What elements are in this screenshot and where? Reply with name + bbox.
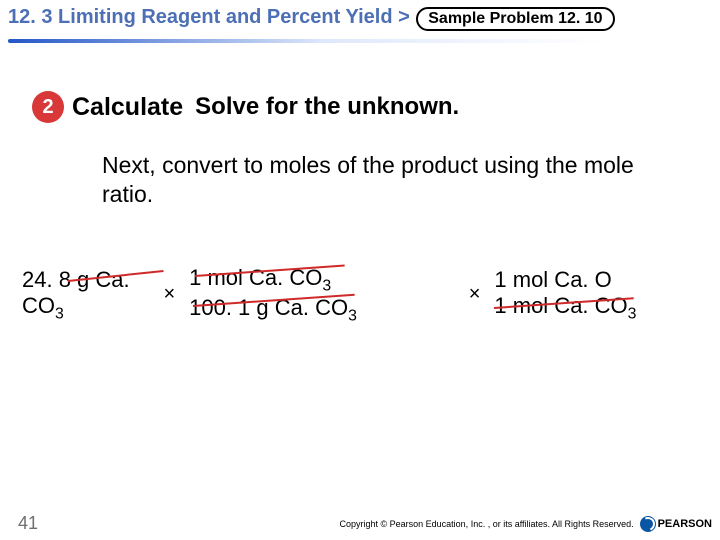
- step-number-circle: 2: [32, 91, 64, 123]
- fraction-1: 1 mol Ca. CO3 100. 1 g Ca. CO3: [187, 265, 457, 326]
- step-row: 2 Calculate Solve for the unknown.: [0, 91, 720, 123]
- slide-number: 41: [18, 513, 38, 534]
- header-accent-line: [8, 39, 712, 43]
- sample-problem-badge: Sample Problem 12. 10: [416, 7, 614, 31]
- step-subtitle: Solve for the unknown.: [195, 93, 459, 121]
- pearson-mark-icon: [640, 516, 656, 532]
- breadcrumb: 12. 3 Limiting Reagent and Percent Yield…: [8, 6, 410, 28]
- slide-header: 12. 3 Limiting Reagent and Percent Yield…: [0, 0, 720, 53]
- step-title: Calculate: [72, 93, 183, 122]
- body-text: Next, convert to moles of the product us…: [0, 151, 720, 209]
- pearson-logo: PEARSON: [640, 516, 712, 532]
- fraction-2: 1 mol Ca. O 1 mol Ca. CO3: [492, 267, 720, 323]
- slide-footer: 41 Copyright © Pearson Education, Inc. ,…: [0, 513, 720, 534]
- copyright-text: Copyright © Pearson Education, Inc. , or…: [339, 519, 633, 529]
- times-symbol: ×: [467, 283, 483, 306]
- equation: 24. 8 g Ca. CO3 × 1 mol Ca. CO3 100. 1 g…: [0, 265, 720, 326]
- pearson-logo-text: PEARSON: [658, 518, 712, 530]
- equation-lead: 24. 8 g Ca. CO3: [22, 267, 151, 323]
- times-symbol: ×: [161, 283, 177, 306]
- copyright-block: Copyright © Pearson Education, Inc. , or…: [339, 516, 712, 532]
- frac2-numerator: 1 mol Ca. O: [492, 267, 613, 292]
